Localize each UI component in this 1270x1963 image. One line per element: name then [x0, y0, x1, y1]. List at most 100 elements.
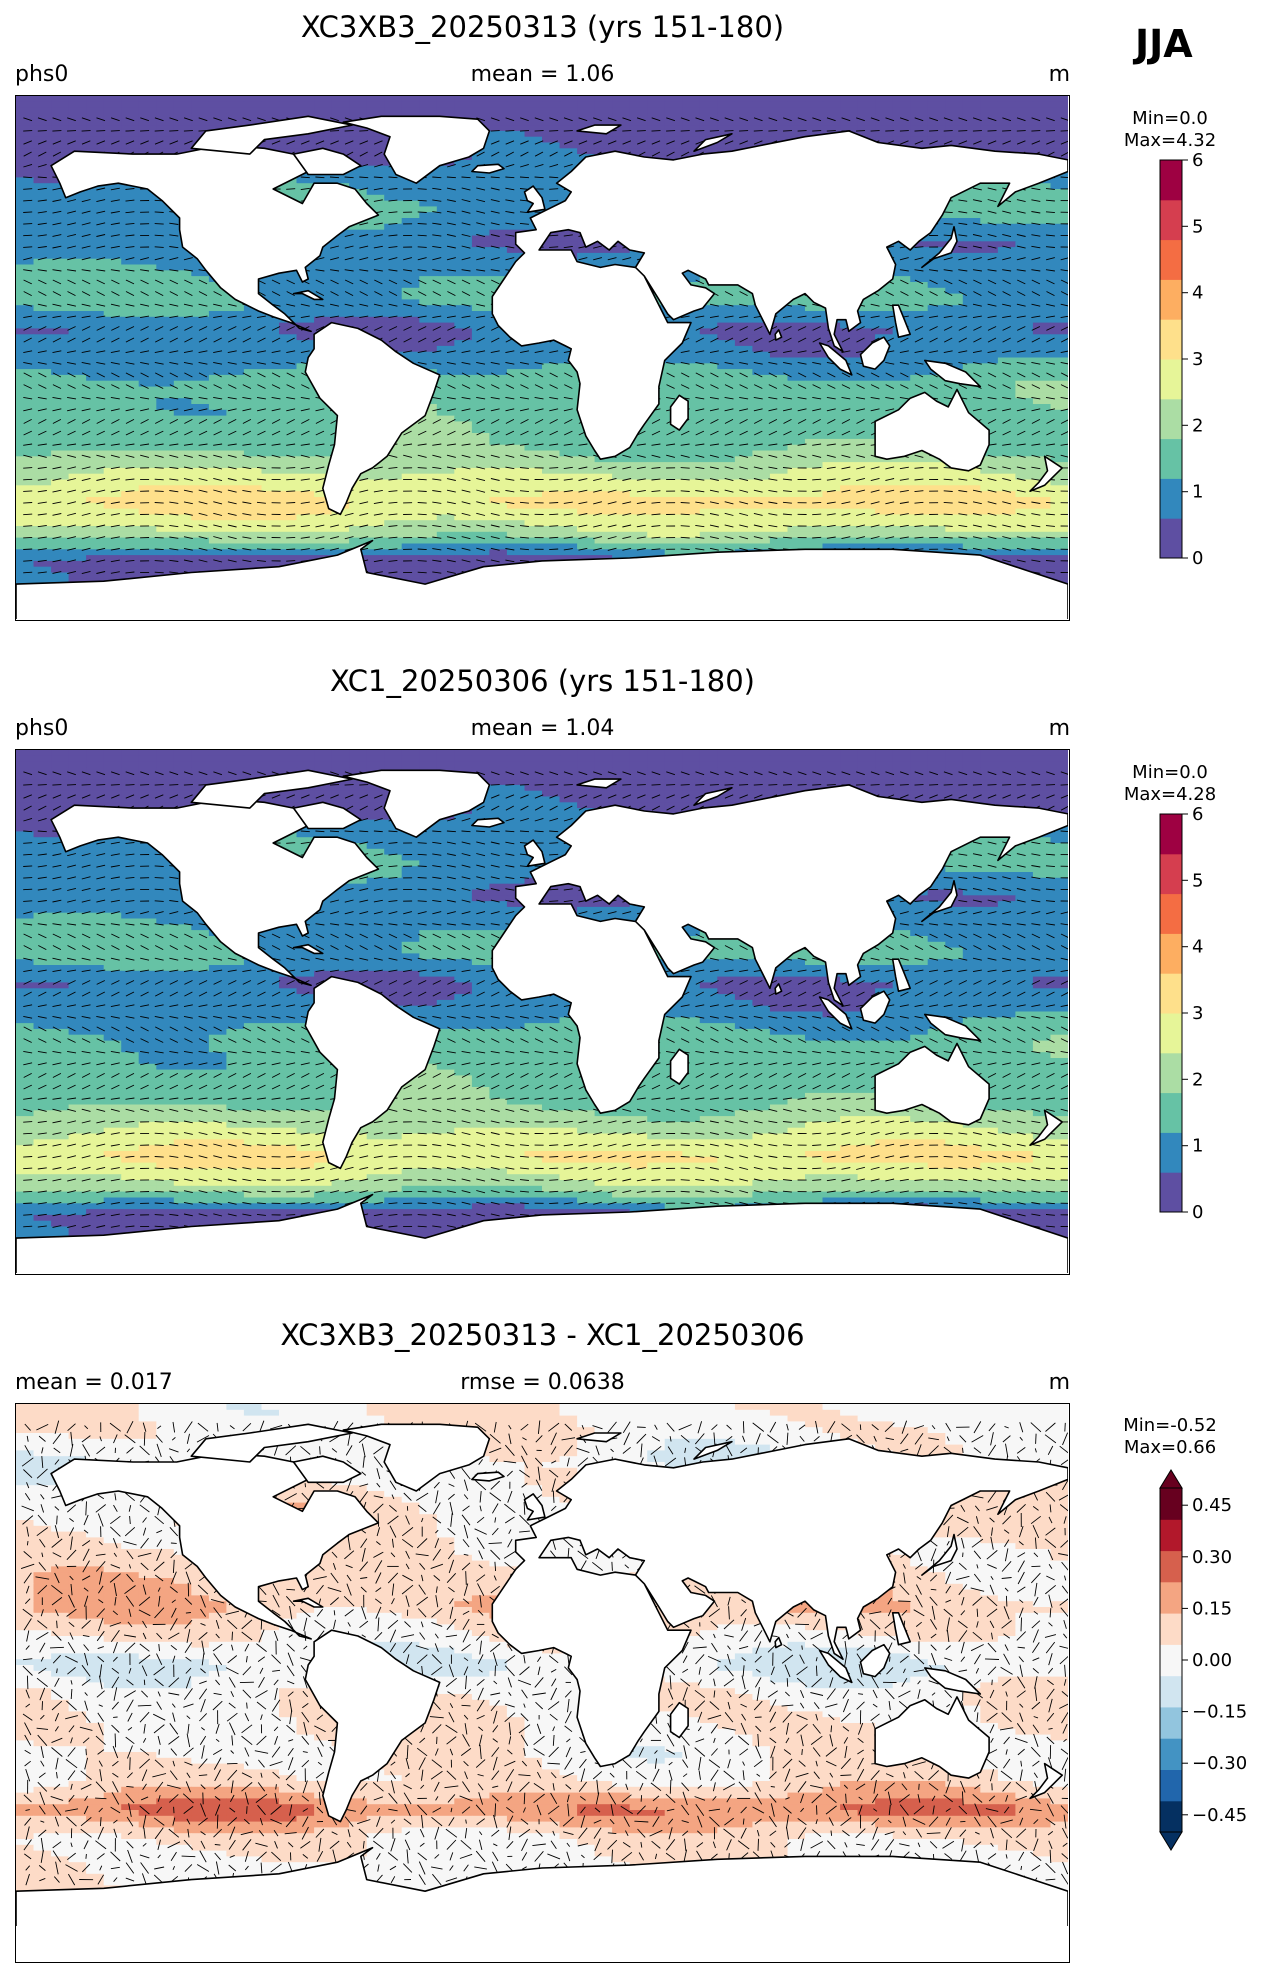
field-cell	[858, 445, 876, 451]
field-cell	[577, 137, 595, 143]
field-cell	[472, 189, 490, 195]
field-cell	[560, 375, 578, 381]
field-cell	[963, 108, 981, 114]
field-cell	[437, 451, 455, 457]
field-cell	[998, 212, 1016, 218]
field-cell	[875, 503, 893, 509]
field-cell	[174, 468, 192, 474]
field-cell	[1051, 480, 1069, 486]
field-cell	[963, 352, 981, 358]
field-cell	[472, 433, 490, 439]
field-cell	[928, 137, 946, 143]
field-cell	[1051, 526, 1069, 532]
field-cell	[928, 323, 946, 329]
field-cell	[191, 387, 209, 393]
field-cell	[612, 480, 630, 486]
field-cell	[910, 131, 928, 137]
field-cell	[1051, 549, 1069, 555]
field-cell	[104, 387, 122, 393]
field-cell	[121, 549, 139, 555]
field-cell	[191, 375, 209, 381]
field-cell	[893, 288, 911, 294]
field-cell	[735, 381, 753, 387]
field-cell	[297, 340, 315, 346]
field-cell	[51, 334, 69, 340]
field-cell	[735, 108, 753, 114]
field-cell	[104, 201, 122, 207]
field-cell	[244, 538, 262, 544]
field-cell	[735, 398, 753, 404]
field-cell	[367, 480, 385, 486]
field-cell	[507, 480, 525, 486]
field-cell	[174, 288, 192, 294]
field-cell	[928, 131, 946, 137]
field-cell	[174, 340, 192, 346]
field-cell	[174, 96, 192, 102]
field-cell	[454, 102, 472, 108]
field-cell	[454, 108, 472, 114]
field-cell	[402, 561, 420, 567]
field-cell	[209, 387, 227, 393]
field-cell	[419, 526, 437, 532]
field-cell	[472, 102, 490, 108]
field-cell	[174, 398, 192, 404]
field-cell	[437, 247, 455, 253]
field-cell	[174, 561, 192, 567]
field-cell	[244, 102, 262, 108]
field-cell	[542, 160, 560, 166]
field-cell	[472, 218, 490, 224]
field-cell	[16, 276, 34, 282]
field-cell	[437, 532, 455, 538]
field-cell	[121, 433, 139, 439]
field-cell	[1015, 433, 1033, 439]
field-cell	[34, 352, 52, 358]
field-cell	[419, 317, 437, 323]
field-cell	[367, 177, 385, 183]
field-cell	[34, 573, 52, 579]
field-cell	[963, 218, 981, 224]
field-cell	[717, 375, 735, 381]
field-cell	[16, 514, 34, 520]
field-cell	[454, 276, 472, 282]
field-cell	[367, 282, 385, 288]
field-cell	[752, 137, 770, 143]
field-cell	[840, 433, 858, 439]
field-cell	[770, 503, 788, 509]
field-cell	[244, 491, 262, 497]
field-cell	[998, 369, 1016, 375]
field-cell	[419, 108, 437, 114]
field-cell	[472, 485, 490, 491]
field-cell	[104, 369, 122, 375]
field-cell	[700, 497, 718, 503]
field-cell	[139, 538, 157, 544]
field-cell	[121, 503, 139, 509]
field-cell	[419, 189, 437, 195]
field-cell	[262, 451, 280, 457]
field-cell	[1033, 416, 1051, 422]
field-cell	[752, 375, 770, 381]
field-cell	[384, 549, 402, 555]
field-cell	[630, 514, 648, 520]
field-cell	[139, 113, 157, 119]
field-cell	[332, 102, 350, 108]
field-cell	[525, 445, 543, 451]
field-cell	[998, 294, 1016, 300]
field-cell	[121, 317, 139, 323]
field-cell	[16, 317, 34, 323]
field-cell	[104, 427, 122, 433]
field-cell	[279, 294, 297, 300]
field-cell	[156, 375, 174, 381]
field-cell	[945, 526, 963, 532]
field-cell	[647, 491, 665, 497]
field-cell	[384, 468, 402, 474]
field-cell	[384, 305, 402, 311]
field-cell	[121, 102, 139, 108]
field-cell	[402, 328, 420, 334]
field-cell	[963, 328, 981, 334]
field-cell	[823, 96, 841, 102]
field-cell	[963, 224, 981, 230]
field-cell	[945, 294, 963, 300]
field-cell	[998, 387, 1016, 393]
field-cell	[963, 195, 981, 201]
field-cell	[1033, 102, 1051, 108]
